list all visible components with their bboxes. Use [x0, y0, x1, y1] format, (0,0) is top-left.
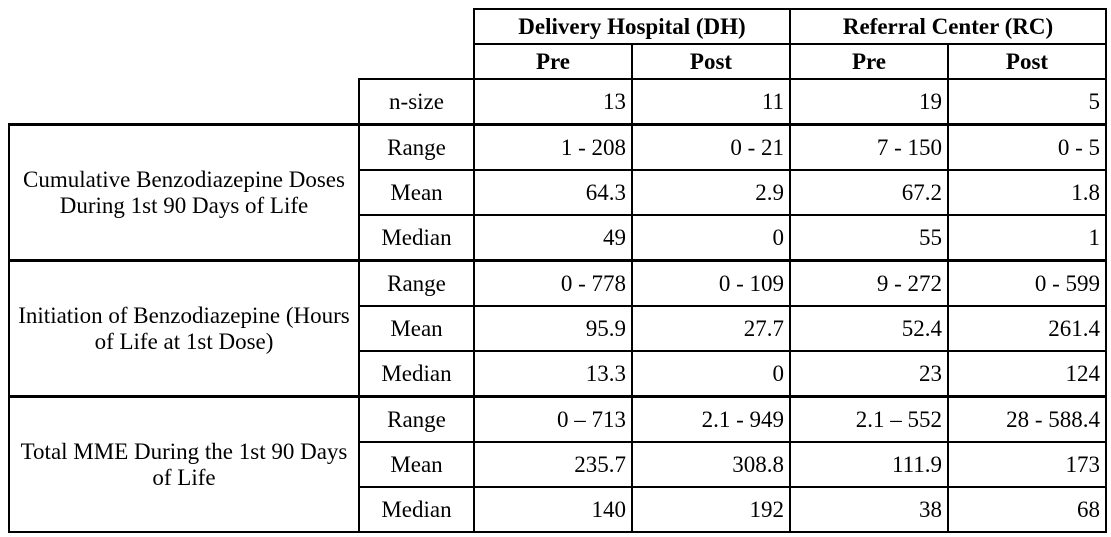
section-3-title: Total MME During the 1st 90 Days of Life [8, 395, 360, 533]
value-cell: 140 [473, 486, 633, 533]
value-cell: 2.9 [631, 169, 791, 216]
value-cell: 7 - 150 [789, 123, 949, 171]
value-cell: 9 - 272 [789, 259, 949, 307]
section-3-median-row: Median 140 192 38 68 [9, 486, 1107, 533]
stat-label: Mean [358, 305, 475, 352]
section-2-median-row: Median 13.3 0 23 124 [9, 350, 1107, 398]
nsize-row: n-size 13 11 19 5 [9, 78, 1107, 126]
group-header-rc: Referral Center (RC) [789, 8, 1107, 45]
value-cell: 0 – 713 [473, 395, 633, 443]
group-header-row: Delivery Hospital (DH) Referral Center (… [9, 8, 1107, 45]
stat-label: Mean [358, 169, 475, 216]
value-cell: 111.9 [789, 441, 949, 488]
section-3-range-row: Total MME During the 1st 90 Days of Life… [8, 395, 1107, 533]
value-cell: 55 [789, 214, 949, 262]
value-cell: 49 [473, 214, 633, 262]
stat-label: Median [358, 486, 475, 533]
value-cell: 38 [789, 486, 949, 533]
value-cell: 2.1 – 552 [789, 395, 949, 443]
value-cell: 173 [947, 441, 1107, 488]
value-cell: 28 - 588.4 [947, 395, 1107, 443]
value-cell: 2.1 - 949 [631, 395, 791, 443]
value-cell: 0 [631, 214, 791, 262]
data-table: Delivery Hospital (DH) Referral Center (… [8, 8, 1107, 533]
value-cell: 1 - 208 [473, 123, 633, 171]
value-cell: 261.4 [947, 305, 1107, 352]
group-header-dh: Delivery Hospital (DH) [473, 8, 791, 45]
value-cell: 68 [947, 486, 1107, 533]
stat-label: Median [358, 350, 475, 398]
value-cell: 13.3 [473, 350, 633, 398]
value-cell: 52.4 [789, 305, 949, 352]
nsize-dh-pre: 13 [473, 78, 633, 126]
value-cell: 0 - 21 [631, 123, 791, 171]
section-1-title: Cumulative Benzodiazepine Doses During 1… [8, 123, 360, 262]
section-2-range-row: Initiation of Benzodiazepine (Hours of L… [8, 259, 1107, 398]
nsize-dh-post: 11 [631, 78, 791, 126]
nsize-label: n-size [358, 78, 475, 126]
value-cell: 124 [947, 350, 1107, 398]
value-cell: 0 [631, 350, 791, 398]
value-cell: 0 - 109 [631, 259, 791, 307]
stat-label: Range [358, 123, 475, 171]
value-cell: 235.7 [473, 441, 633, 488]
subheader-rc-pre: Pre [789, 43, 949, 80]
value-cell: 67.2 [789, 169, 949, 216]
value-cell: 1 [947, 214, 1107, 262]
nsize-rc-pre: 19 [789, 78, 949, 126]
stat-label: Range [358, 259, 475, 307]
stat-label: Mean [358, 441, 475, 488]
nsize-rc-post: 5 [947, 78, 1107, 126]
stat-label: Range [358, 395, 475, 443]
value-cell: 95.9 [473, 305, 633, 352]
subheader-rc-post: Post [947, 43, 1107, 80]
value-cell: 64.3 [473, 169, 633, 216]
section-1-mean-row: Mean 64.3 2.9 67.2 1.8 [9, 169, 1107, 216]
value-cell: 192 [631, 486, 791, 533]
value-cell: 308.8 [631, 441, 791, 488]
subheader-dh-pre: Pre [473, 43, 633, 80]
value-cell: 0 - 5 [947, 123, 1107, 171]
value-cell: 0 - 599 [947, 259, 1107, 307]
subgroup-header-row: Pre Post Pre Post [9, 43, 1107, 80]
value-cell: 0 - 778 [473, 259, 633, 307]
section-3-mean-row: Mean 235.7 308.8 111.9 173 [9, 441, 1107, 488]
section-1-median-row: Median 49 0 55 1 [9, 214, 1107, 262]
section-2-mean-row: Mean 95.9 27.7 52.4 261.4 [9, 305, 1107, 352]
value-cell: 1.8 [947, 169, 1107, 216]
value-cell: 23 [789, 350, 949, 398]
value-cell: 27.7 [631, 305, 791, 352]
section-2-title: Initiation of Benzodiazepine (Hours of L… [8, 259, 360, 398]
subheader-dh-post: Post [631, 43, 791, 80]
section-1-range-row: Cumulative Benzodiazepine Doses During 1… [8, 123, 1107, 262]
stat-label: Median [358, 214, 475, 262]
